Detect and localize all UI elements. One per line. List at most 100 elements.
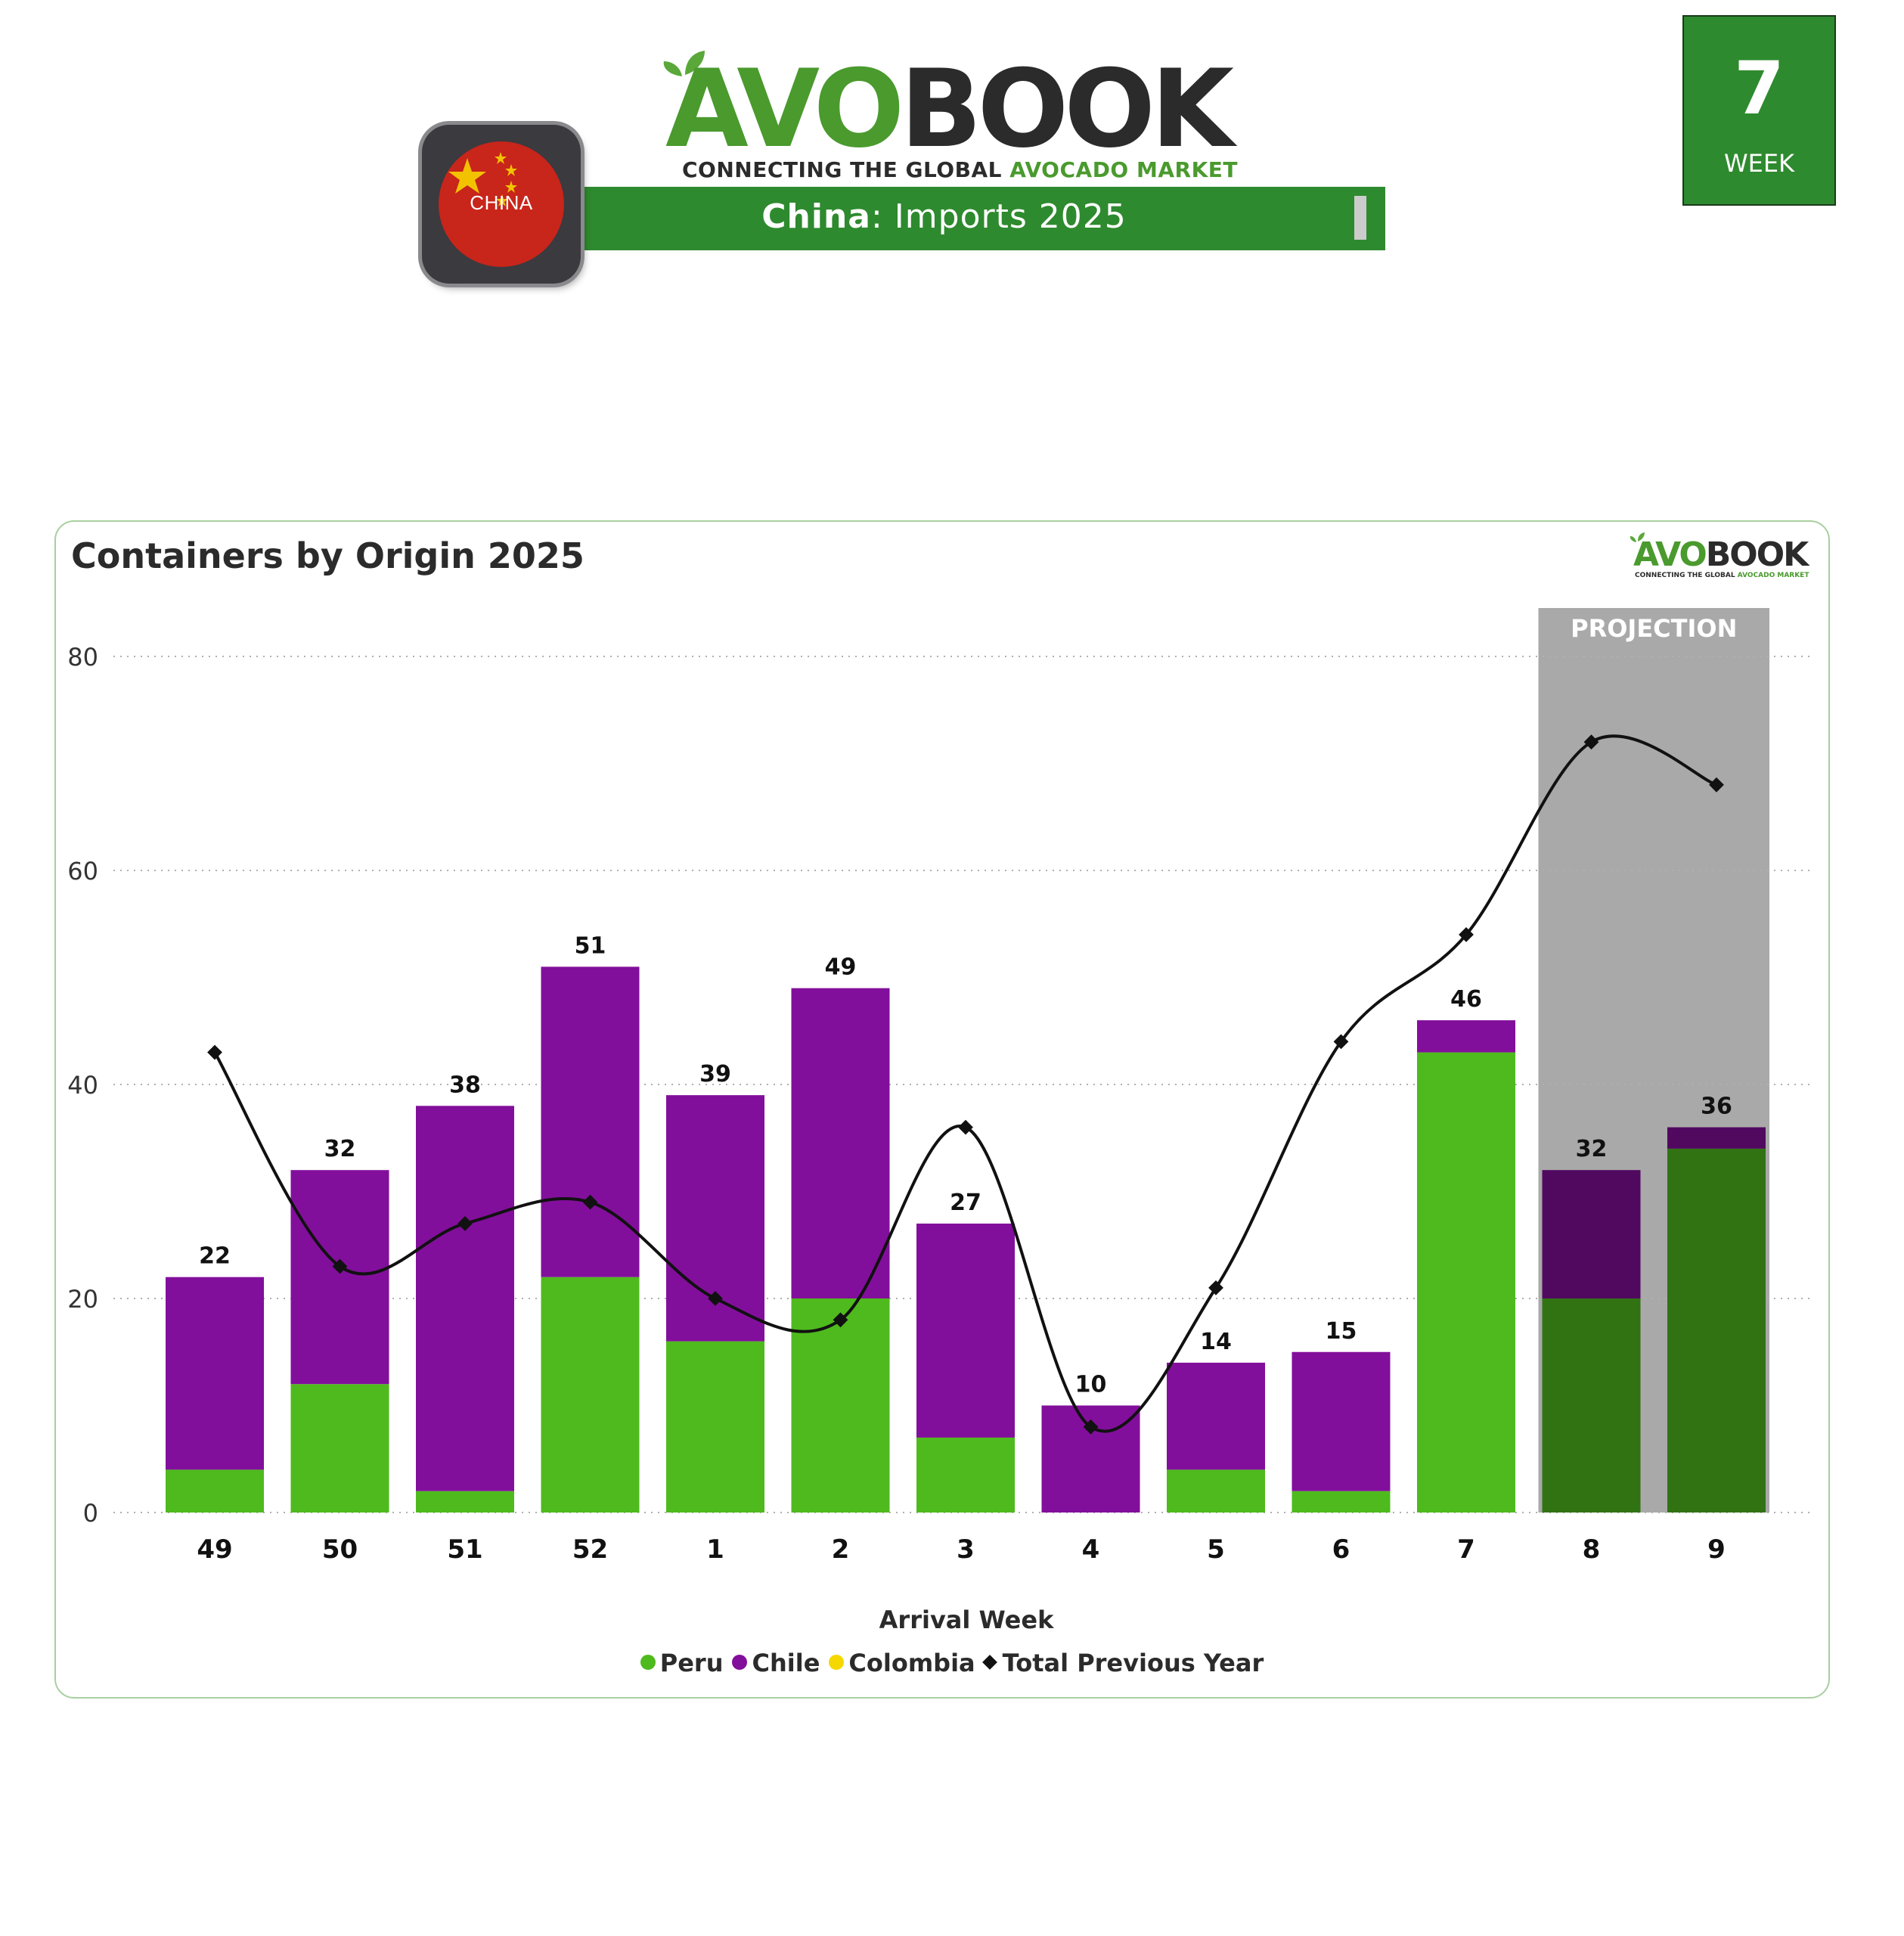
bar-chile [541,966,640,1277]
bar-chile [1417,1020,1515,1053]
bar-total-label: 32 [1576,1136,1608,1162]
bar-chile [1292,1351,1391,1491]
previous-year-marker [457,1216,473,1231]
bar-chile [791,988,890,1298]
bar-chile [166,1277,264,1470]
projection-label: PROJECTION [1571,614,1737,643]
legend-label: Chile [752,1649,820,1677]
bar-chile [290,1170,389,1385]
bar-chile [416,1106,514,1491]
legend-dot-icon [732,1655,748,1670]
avobook-mini-logo: AVOBOOK CONNECTING THE GLOBAL AVOCADO MA… [1630,532,1815,581]
x-tick-label: 6 [1332,1534,1350,1565]
bar-peru [1167,1469,1265,1512]
legend-item-peru: Peru [640,1649,724,1677]
avobook-logo: AVOBOOK CONNECTING THE GLOBAL AVOCADO MA… [663,49,1238,185]
y-tick-label: 0 [83,1499,98,1528]
y-tick-label: 40 [67,1071,98,1100]
bar-peru [541,1277,640,1512]
bar-peru [666,1341,764,1512]
bar-peru [791,1298,890,1512]
x-tick-label: 49 [197,1534,232,1565]
bar-peru [1417,1052,1515,1512]
bar-total-label: 14 [1200,1329,1232,1355]
x-tick-label: 4 [1082,1534,1100,1565]
x-tick-label: 50 [322,1534,358,1565]
x-tick-label: 9 [1707,1534,1726,1565]
bar-peru [1542,1298,1641,1512]
x-tick-label: 8 [1583,1534,1601,1565]
bar-peru [916,1437,1015,1512]
x-axis-label: Arrival Week [879,1606,1054,1634]
chart-legend: Peru Chile Colombia Total Previous Year [0,1649,1904,1677]
mini-logo-wordmark: AVOBOOK [1633,535,1809,574]
mini-leaf-icon [1630,532,1645,542]
legend-dot-icon [640,1655,656,1670]
bar-total-label: 36 [1701,1094,1732,1120]
x-tick-label: 2 [832,1534,850,1565]
mini-logo-tagline: CONNECTING THE GLOBAL AVOCADO MARKET [1635,572,1809,579]
legend-item-colombia: Colombia [829,1649,975,1677]
banner-title: China: Imports 2025 [761,197,1127,236]
bar-peru [290,1384,389,1512]
y-tick-label: 20 [67,1285,98,1314]
legend-label: Colombia [848,1649,975,1677]
previous-year-marker [207,1044,222,1060]
previous-year-marker [1083,1419,1099,1435]
x-tick-label: 3 [957,1534,975,1565]
previous-year-marker [1208,1280,1223,1295]
bar-peru [166,1469,264,1512]
bar-chile [1542,1170,1641,1298]
previous-year-marker [1333,1034,1349,1050]
bar-total-label: 49 [825,954,857,981]
bar-chile [916,1223,1015,1438]
week-indicator: 7 WEEK [1682,15,1836,206]
bar-chile [1667,1127,1766,1149]
x-tick-label: 52 [572,1534,608,1565]
previous-year-marker [1583,734,1599,750]
x-tick-label: 5 [1207,1534,1225,1565]
bar-total-label: 38 [449,1072,481,1098]
previous-year-marker [332,1258,348,1274]
legend-item-chile: Chile [732,1649,820,1677]
logo-tagline: CONNECTING THE GLOBAL AVOCADO MARKET [682,157,1238,182]
legend-diamond-icon [981,1655,997,1670]
chart-title: Containers by Origin 2025 [71,535,585,576]
y-tick-label: 60 [67,857,98,886]
bar-total-label: 32 [324,1136,356,1162]
bar-total-label: 27 [950,1190,981,1216]
bar-total-label: 51 [575,932,606,959]
previous-year-marker [582,1194,598,1210]
previous-year-marker [1709,777,1724,793]
banner-end-bar [1354,196,1366,240]
bar-chile [1167,1362,1265,1470]
legend-dot-icon [829,1655,845,1670]
week-label: WEEK [1723,149,1795,178]
bar-peru [1292,1491,1391,1512]
legend-label: Peru [659,1649,724,1677]
bar-total-label: 15 [1326,1318,1357,1345]
previous-year-marker [708,1291,723,1306]
legend-item-total-previous-year: Total Previous Year [981,1649,1264,1677]
leaf-icon [663,51,705,76]
bar-total-label: 10 [1075,1372,1107,1398]
x-tick-label: 51 [447,1534,482,1565]
bar-peru [416,1491,514,1512]
country-label: CHINA [470,191,533,214]
bar-total-label: 46 [1450,986,1482,1013]
previous-year-marker [1459,927,1474,942]
legend-label: Total Previous Year [1002,1649,1264,1677]
bar-total-label: 39 [699,1061,731,1087]
x-tick-label: 1 [706,1534,724,1565]
previous-year-marker [833,1312,848,1328]
week-number: 7 [1734,46,1785,131]
previous-year-marker [958,1119,973,1135]
bar-peru [1667,1148,1766,1512]
china-flag-badge: CHINA [422,125,581,284]
logo-wordmark: AVOBOOK [665,47,1234,172]
china-flag-icon [439,141,564,267]
y-tick-label: 80 [67,643,98,672]
x-tick-label: 7 [1457,1534,1475,1565]
bar-total-label: 22 [199,1243,231,1270]
